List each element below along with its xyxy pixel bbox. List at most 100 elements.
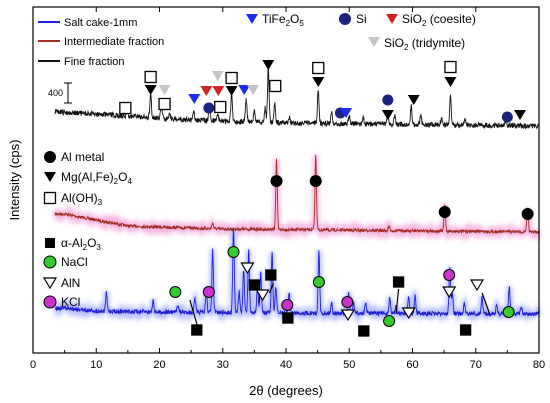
- series-line: [54, 154, 540, 235]
- phase-marker-circle: [281, 299, 294, 311]
- phase-marker-triangle: [240, 262, 255, 275]
- phase-marker-triangle: [255, 289, 270, 302]
- phase-marker-circle: [341, 296, 354, 308]
- phase-marker-circle: [501, 111, 513, 123]
- trace-glow: [52, 154, 542, 243]
- phase-marker-square: [358, 325, 370, 337]
- coesite-key-label: SiO2 (coesite): [402, 12, 476, 28]
- phase-marker-triangle: [144, 85, 157, 95]
- alumina-key-label: α-Al2O3: [61, 236, 101, 252]
- alumina-key-icon: [45, 238, 55, 248]
- si-key-icon: [339, 13, 351, 25]
- legend-label-fine: Fine fraction: [64, 56, 125, 68]
- aln-key-label: AlN: [61, 276, 80, 290]
- trace-layer: [54, 65, 540, 318]
- phase-marker-triangle: [225, 86, 238, 96]
- x-tick-label: 30: [217, 359, 229, 371]
- scale-bar-label: 400: [48, 88, 63, 98]
- phase-marker-triangle: [442, 286, 457, 299]
- phase-marker-triangle: [247, 85, 260, 95]
- phase-marker-square: [225, 71, 238, 85]
- phase-key-middle: Al metal Mg(Al,Fe)2O4 Al(OH)3: [43, 150, 132, 207]
- x-tick-label: 20: [153, 359, 165, 371]
- x-axis-label: 2θ (degrees): [249, 383, 323, 398]
- phase-marker-triangle: [188, 94, 201, 104]
- leader-line: [395, 288, 400, 315]
- phase-marker-square: [265, 269, 277, 281]
- phase-marker-circle: [521, 208, 534, 220]
- x-tick-label: 70: [470, 359, 482, 371]
- legend-label-intermediate: Intermediate fraction: [64, 36, 164, 48]
- phase-marker-circle: [312, 276, 325, 288]
- x-tick-label: 40: [280, 359, 292, 371]
- y-axis-label: Intensity (cps): [7, 140, 22, 221]
- nacl-key-label: NaCl: [61, 255, 88, 269]
- series-line: [54, 228, 540, 318]
- phase-marker-circle: [438, 206, 451, 218]
- coesite-key-icon: [386, 14, 398, 24]
- phase-marker-square: [444, 60, 457, 74]
- phase-marker-triangle: [514, 110, 527, 120]
- phase-marker-triangle: [238, 85, 251, 95]
- phase-marker-circle: [382, 94, 394, 106]
- phase-marker-square: [392, 276, 405, 288]
- phase-marker-circle: [202, 286, 215, 298]
- phase-marker-circle: [169, 286, 182, 298]
- phase-marker-circle: [383, 315, 396, 327]
- aloh-key-label: Al(OH)3: [61, 191, 103, 207]
- phase-key-top: TiFe2O5 Si SiO2 (coesite) SiO2 (tridymit…: [246, 12, 476, 52]
- phase-marker-square: [269, 79, 282, 93]
- phase-marker-square: [282, 312, 294, 324]
- phase-marker-circle: [270, 175, 283, 187]
- phase-marker-triangle: [212, 86, 225, 96]
- aloh-key-icon: [43, 191, 57, 205]
- phase-marker-triangle: [200, 86, 213, 96]
- phase-marker-triangle: [407, 95, 420, 105]
- si-key-label: Si: [356, 12, 367, 26]
- phase-marker-square: [248, 279, 261, 291]
- x-tick-label: 50: [343, 359, 355, 371]
- phase-marker-triangle: [469, 279, 485, 292]
- legend-label-salt-cake: Salt cake-1mm: [64, 17, 137, 29]
- x-tick-label: 0: [30, 359, 36, 371]
- phase-marker-layer: [119, 60, 534, 337]
- phase-marker-circle: [227, 246, 240, 258]
- spinel-key-icon: [44, 172, 56, 182]
- phase-marker-square: [459, 324, 472, 336]
- phase-marker-square: [312, 61, 325, 75]
- phase-marker-circle: [502, 306, 515, 318]
- phase-marker-triangle: [381, 110, 394, 120]
- spinel-key-label: Mg(Al,Fe)2O4: [61, 170, 132, 186]
- leader-line: [481, 292, 491, 315]
- phase-marker-square: [214, 100, 227, 114]
- al-metal-key-label: Al metal: [61, 150, 104, 164]
- phase-marker-triangle: [262, 60, 275, 70]
- tridymite-key-icon: [368, 37, 380, 47]
- series-line: [54, 65, 540, 131]
- nacl-key-icon: [43, 255, 57, 269]
- leader-line: [268, 282, 274, 294]
- phase-marker-square: [191, 324, 203, 336]
- legend: Salt cake-1mm Intermediate fraction Fine…: [38, 17, 164, 68]
- phase-key-bottom: α-Al2O3 NaCl AlN KCl: [42, 236, 101, 309]
- phase-marker-square: [158, 97, 171, 111]
- phase-marker-triangle: [444, 77, 457, 87]
- leader-line: [189, 299, 199, 327]
- x-tick-label: 10: [90, 359, 102, 371]
- phase-marker-circle: [203, 102, 215, 114]
- phase-marker-triangle: [158, 85, 171, 95]
- phase-marker-triangle: [340, 309, 356, 322]
- intensity-scale-bar: 400: [48, 82, 72, 104]
- aln-key-icon: [42, 277, 58, 290]
- x-tick-label: 60: [406, 359, 418, 371]
- phase-marker-triangle: [211, 71, 224, 81]
- phase-marker-triangle: [401, 307, 416, 320]
- phase-marker-triangle: [312, 77, 325, 87]
- phase-marker-square: [144, 70, 157, 84]
- x-axis-ticks: 0 10 20 30 40 50 60 70 80: [30, 7, 545, 371]
- kcl-key-icon: [43, 295, 57, 309]
- phase-marker-circle: [309, 175, 322, 187]
- tridymite-key-label: SiO2 (tridymite): [384, 36, 465, 52]
